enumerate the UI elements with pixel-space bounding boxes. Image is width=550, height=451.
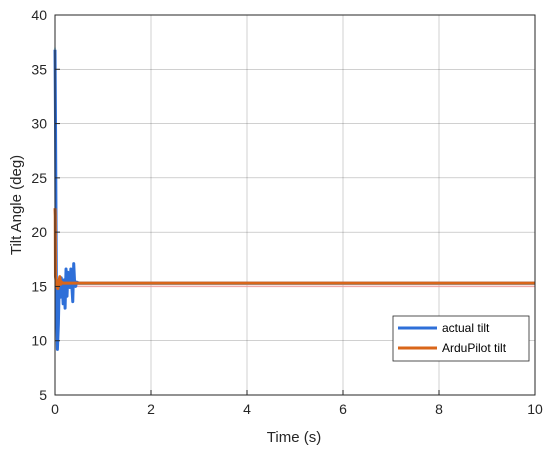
series-line-ardupilot-tilt [53,208,535,291]
x-axis-ticks: 0 2 4 6 8 10 [51,390,543,417]
x-tick-label: 8 [435,401,443,417]
x-axis-label: Time (s) [267,429,321,446]
x-tick-label: 0 [51,401,59,417]
legend: actual tilt ArduPilot tilt [392,315,530,362]
legend-box [392,315,530,362]
y-tick-label: 25 [31,170,47,186]
legend-label-ardupilot-tilt: ArduPilot tilt [442,341,507,355]
legend-label-actual-tilt: actual tilt [442,321,490,335]
y-axis-ticks: 5 10 15 20 25 30 35 40 [31,7,60,403]
y-tick-label: 40 [31,7,47,23]
data-series [53,49,535,351]
y-tick-label: 35 [31,61,47,77]
x-tick-label: 4 [243,401,251,417]
x-tick-label: 2 [147,401,155,417]
plot-frame [54,14,536,396]
y-axis-label: Tilt Angle (deg) [8,155,25,255]
y-tick-label: 20 [31,224,47,240]
y-tick-label: 5 [39,387,47,403]
y-tick-label: 10 [31,333,47,349]
x-tick-label: 10 [527,401,543,417]
y-tick-label: 15 [31,278,47,294]
x-tick-label: 6 [339,401,347,417]
y-tick-label: 30 [31,116,47,132]
